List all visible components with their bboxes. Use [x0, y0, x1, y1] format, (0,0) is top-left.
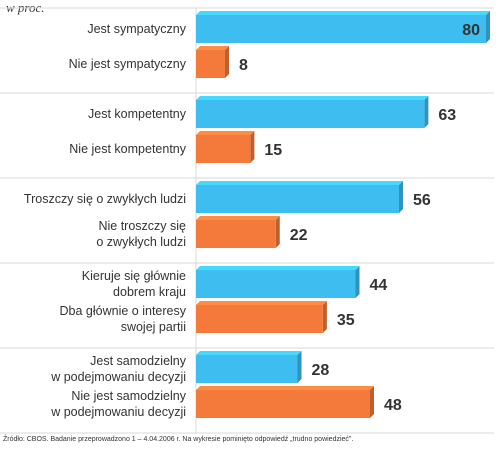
bar-top-face [196, 96, 429, 100]
source-note: Źródło: CBOS. Badanie przeprowadzono 1 –… [3, 434, 353, 443]
bar-side-face [275, 216, 280, 248]
bar-top-face [196, 131, 255, 135]
bar [196, 50, 225, 78]
bar-side-face [399, 181, 403, 213]
bar-side-face [322, 301, 327, 333]
value-label: 22 [290, 227, 308, 244]
bar [196, 305, 323, 333]
value-label: 80 [462, 22, 480, 39]
category-label: swojej partii [121, 320, 186, 334]
bar-side-face [424, 96, 429, 128]
bar-top-face [196, 181, 403, 185]
bar [196, 100, 425, 128]
bar [196, 390, 370, 418]
bar-top-face [196, 11, 490, 15]
category-label: w podejmowaniu decyzji [50, 405, 186, 419]
bar-top-face [196, 46, 229, 50]
category-label: o zwykłych ludzi [96, 235, 186, 249]
category-label: dobrem kraju [113, 285, 186, 299]
bar-top-face [196, 216, 280, 220]
bar-side-face [355, 266, 360, 298]
value-label: 44 [370, 277, 388, 294]
value-label: 56 [413, 192, 431, 209]
bar [196, 270, 356, 298]
category-label: Kieruje się głównie [82, 269, 186, 283]
category-label: Troszczy się o zwykłych ludzi [24, 192, 186, 206]
category-label: Dba głównie o interesy [60, 304, 187, 318]
category-label: Jest kompetentny [88, 107, 187, 121]
value-label: 15 [264, 142, 282, 159]
value-label: 28 [312, 362, 330, 379]
category-label: Jest sympatyczny [87, 22, 186, 36]
category-label: Jest samodzielny [90, 354, 187, 368]
bar [196, 355, 298, 383]
value-label: 63 [438, 107, 456, 124]
value-label: 8 [239, 57, 248, 74]
bar-side-face [225, 46, 229, 78]
value-label: 48 [384, 397, 402, 414]
bar-side-face [297, 351, 302, 383]
category-label: Nie troszczy się [98, 219, 186, 233]
bar-top-face [196, 351, 302, 355]
category-label: w podejmowaniu decyzji [50, 370, 186, 384]
bar [196, 220, 276, 248]
bar-top-face [196, 266, 360, 270]
category-label: Nie jest sympatyczny [69, 57, 187, 71]
bar-top-face [196, 386, 374, 390]
bar [196, 15, 486, 43]
bar-side-face [250, 131, 255, 163]
bar-top-face [196, 301, 327, 305]
value-label: 35 [337, 312, 355, 329]
bar-side-face [370, 386, 374, 418]
category-label: Nie jest kompetentny [69, 142, 186, 156]
bar-side-face [486, 11, 490, 43]
category-label: Nie jest samodzielny [71, 389, 186, 403]
bar [196, 135, 251, 163]
bar [196, 185, 399, 213]
bars: Jest sympatyczny 80 Nie jest sympatyczny 8 J… [24, 11, 490, 419]
